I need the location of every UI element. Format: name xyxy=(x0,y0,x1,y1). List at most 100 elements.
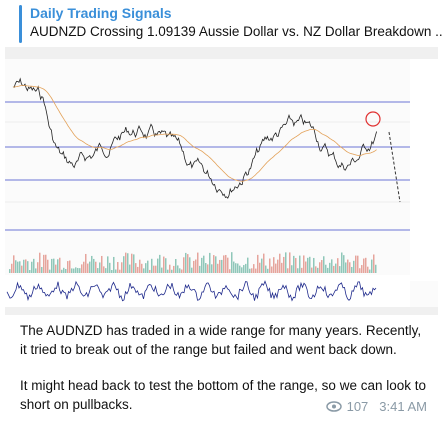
volume-bar xyxy=(355,255,357,273)
volume-bar xyxy=(117,262,119,273)
volume-bar xyxy=(179,268,181,273)
volume-bar xyxy=(165,258,167,273)
volume-bar xyxy=(255,268,257,273)
volume-bar xyxy=(215,256,217,273)
volume-bar xyxy=(65,268,67,273)
volume-bar xyxy=(153,265,155,273)
volume-bar xyxy=(125,252,127,273)
volume-bar xyxy=(89,261,91,273)
volume-bar xyxy=(279,253,281,273)
volume-bar xyxy=(129,264,131,273)
volume-bar xyxy=(161,267,163,273)
volume-bar xyxy=(265,265,267,273)
volume-bar xyxy=(103,266,105,273)
volume-bar xyxy=(197,252,199,273)
volume-bar xyxy=(149,269,151,273)
chart-image[interactable] xyxy=(5,47,438,315)
volume-bar xyxy=(187,254,189,273)
moving-average xyxy=(13,85,377,182)
volume-bar xyxy=(97,268,99,273)
volume-bar xyxy=(257,254,259,273)
volume-bar xyxy=(33,258,35,273)
volume-bar xyxy=(27,261,29,273)
volume-bar xyxy=(249,268,251,273)
volume-bar xyxy=(335,263,337,273)
volume-bar xyxy=(105,268,107,273)
volume-bar xyxy=(261,258,263,273)
forecast-arrow xyxy=(388,131,401,203)
volume-bar xyxy=(175,259,177,273)
volume-bar xyxy=(327,267,329,273)
image-bg xyxy=(5,47,438,315)
volume-bar xyxy=(135,263,137,273)
volume-bar xyxy=(61,269,63,273)
reply-bar xyxy=(19,5,22,43)
volume-bar xyxy=(45,254,47,273)
volume-bar xyxy=(77,267,79,273)
volume-bar xyxy=(109,262,111,273)
volume-bar xyxy=(69,260,71,273)
volume-bar xyxy=(303,255,305,273)
volume-bar xyxy=(91,255,93,273)
volume-bar xyxy=(169,264,171,273)
volume-bar xyxy=(349,262,351,273)
channel-title[interactable]: Daily Trading Signals xyxy=(30,5,172,21)
volume-bar xyxy=(207,264,209,273)
volume-bar xyxy=(323,256,325,273)
volume-bar xyxy=(107,256,109,273)
volume-bar xyxy=(193,260,195,273)
volume-bar xyxy=(339,266,341,273)
volume-bar xyxy=(55,264,57,273)
volume-bar xyxy=(131,253,133,273)
volume-bar xyxy=(31,261,33,273)
volume-bar xyxy=(81,264,83,273)
time-axis xyxy=(5,307,438,315)
volume-bar xyxy=(299,255,301,273)
volume-bar xyxy=(253,264,255,273)
volume-bar xyxy=(319,262,321,273)
volume-bar xyxy=(333,265,335,273)
volume-bar xyxy=(183,257,185,273)
volume-bar xyxy=(173,265,175,273)
volume-bar xyxy=(325,264,327,273)
volume-bar xyxy=(25,259,27,273)
volume-bar xyxy=(111,269,113,273)
volume-bar xyxy=(281,262,283,273)
volume-bar xyxy=(63,267,65,273)
volume-bar xyxy=(151,258,153,273)
volume-bar xyxy=(373,254,375,273)
volume-bar xyxy=(141,263,143,273)
volume-bar xyxy=(231,252,233,273)
volume-bar xyxy=(143,268,145,273)
volume-bar xyxy=(47,259,49,273)
volume-bar xyxy=(17,261,19,273)
volume-bar xyxy=(181,269,183,273)
volume-bar xyxy=(285,252,287,273)
volume-bar xyxy=(351,266,353,273)
volume-bar xyxy=(113,256,115,273)
volume-bar xyxy=(155,265,157,273)
volume-bar xyxy=(21,265,23,273)
volume-bar xyxy=(367,266,369,273)
volume-bar xyxy=(317,267,319,273)
volume-bar xyxy=(235,263,237,273)
levels xyxy=(5,101,410,231)
volume-bar xyxy=(199,265,201,273)
volume-bar xyxy=(289,252,291,273)
volume-bar xyxy=(353,260,355,273)
volume-bar xyxy=(361,265,363,273)
volume-bar xyxy=(291,265,293,273)
volume-bar xyxy=(79,268,81,273)
volume-bar xyxy=(35,268,37,273)
volume-bar xyxy=(167,269,169,273)
volume-bar xyxy=(19,261,21,273)
volume-bar xyxy=(205,263,207,273)
volume-bar xyxy=(201,257,203,273)
volume-bar xyxy=(219,259,221,273)
volume-bar xyxy=(203,255,205,273)
volume-bar xyxy=(189,257,191,273)
volume-bar xyxy=(101,255,103,273)
volume-bar xyxy=(233,261,235,273)
volume-bar xyxy=(41,266,43,273)
volume-bar xyxy=(277,259,279,273)
